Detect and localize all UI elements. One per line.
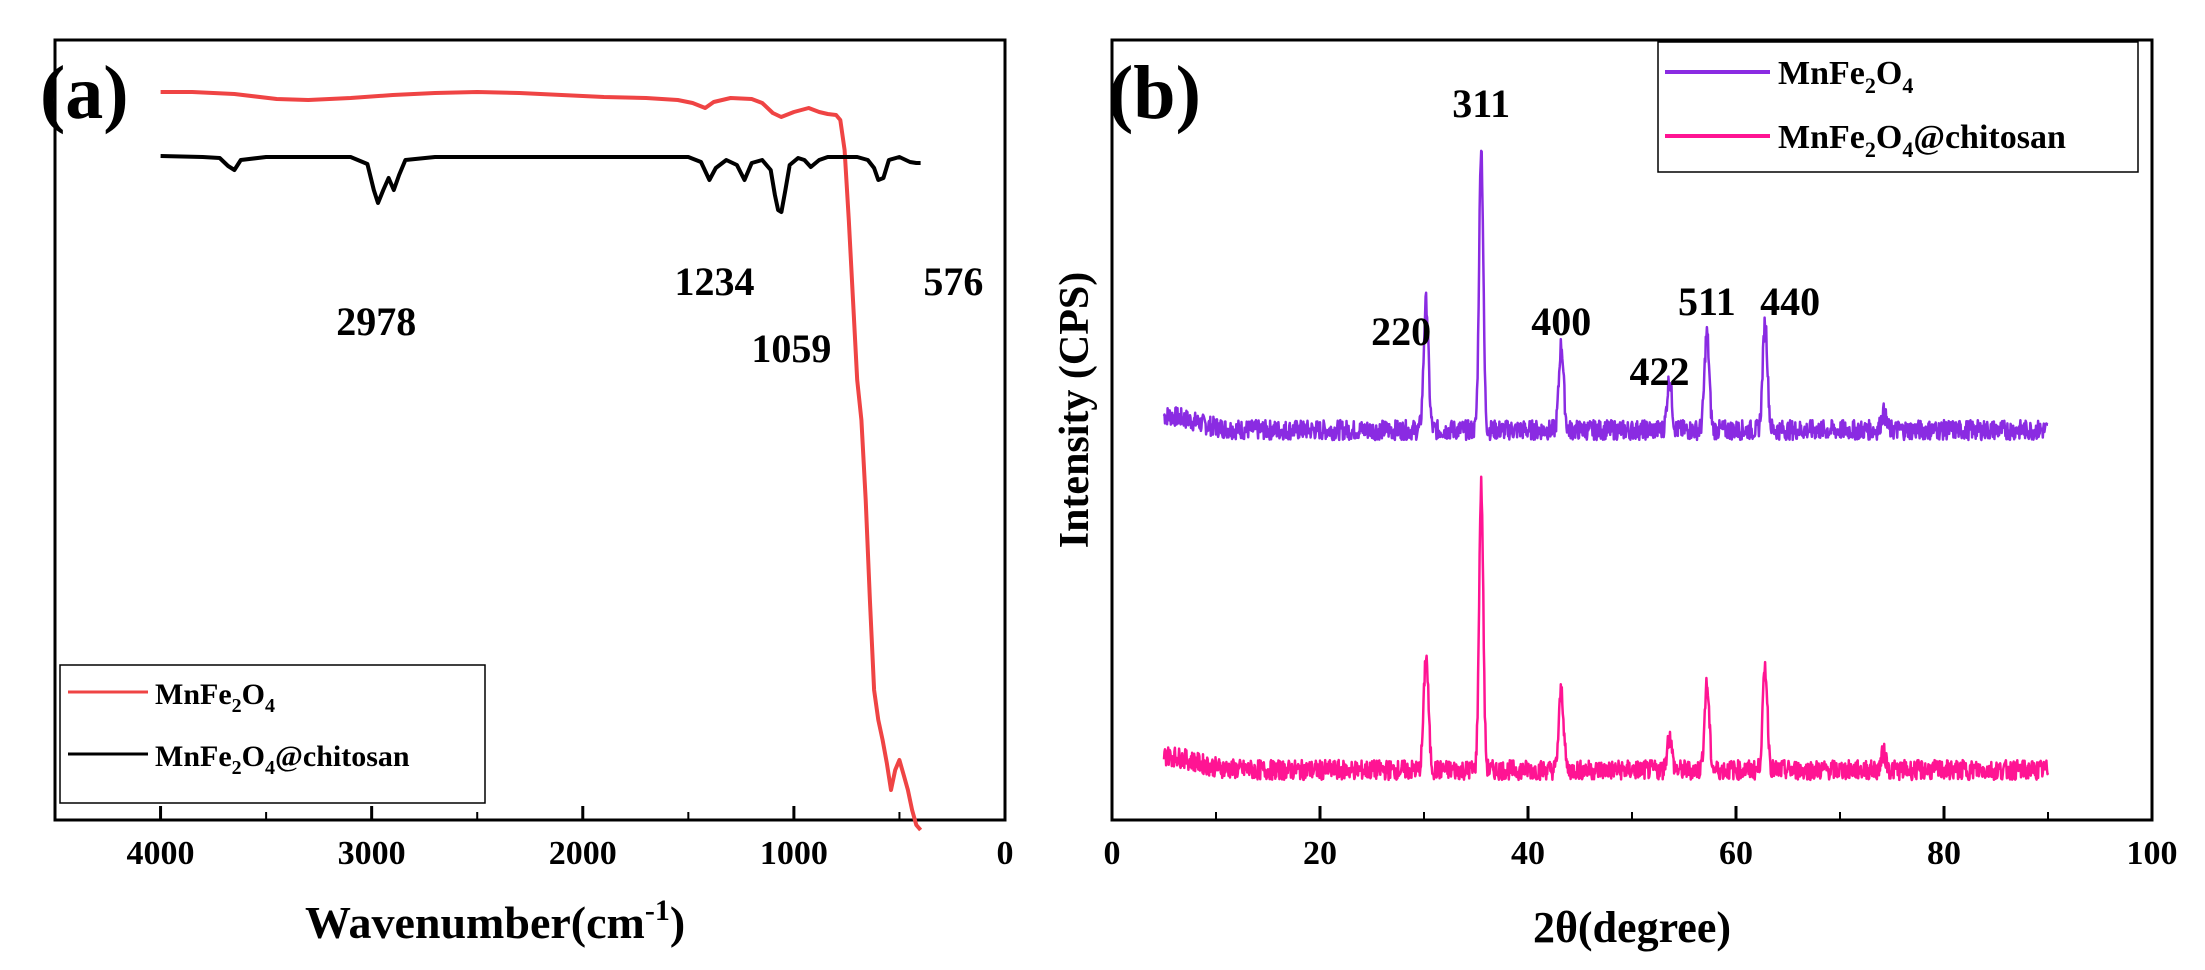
xrd-x-tick-labels: 0 20 40 60 80 100: [1104, 835, 2178, 872]
ftir-legend-label-chitosan: MnFe2O4@chitosan: [155, 740, 410, 779]
ftir-peak-labels: 2978 1234 1059 576: [336, 259, 983, 371]
ftir-series: [160, 90, 923, 832]
xrd-x-tick-label: 20: [1303, 835, 1337, 872]
xrd-peak-labels: 220 311 400 422 511 440: [1371, 81, 1820, 394]
ftir-x-tick-label: 4000: [127, 835, 195, 872]
xrd-peak-label: 220: [1371, 309, 1431, 354]
ftir-x-ticks: [54, 806, 1007, 820]
ftir-legend: MnFe2O4 MnFe2O4@chitosan: [59, 664, 486, 804]
ftir-panel: 4000 3000 2000 1000 0 2978 1234 1059 576 (a) Wa…: [40, 38, 1014, 948]
ftir-peak-label: 576: [923, 259, 983, 304]
ftir-x-axis-label: Wavenumber(cm-1): [305, 894, 685, 948]
xrd-x-tick-label: 80: [1927, 835, 1961, 872]
ftir-legend-label-mnfe2o4: MnFe2O4: [155, 678, 275, 717]
ftir-line-mnfe2o4: [160, 90, 923, 832]
ftir-line-mnfe2o4-chitosan: [160, 154, 921, 214]
ftir-peak-label: 1234: [674, 259, 754, 304]
xrd-peak-label: 511: [1678, 279, 1736, 324]
xrd-peak-label: 311: [1452, 81, 1510, 126]
xrd-series: [1162, 149, 2050, 782]
panel-b-label: (b): [1108, 51, 1201, 135]
ftir-x-tick-labels: 4000 3000 2000 1000 0: [127, 835, 1014, 872]
xrd-legend: MnFe2O4 MnFe2O4@chitosan: [1657, 41, 2139, 173]
xrd-line-mnfe2o4: [1162, 149, 2049, 442]
xrd-x-ticks: [1110, 806, 2154, 820]
xrd-peak-label: 400: [1531, 299, 1591, 344]
ftir-x-tick-label: 0: [997, 835, 1014, 872]
ftir-x-tick-label: 2000: [549, 835, 617, 872]
xrd-x-tick-label: 0: [1104, 835, 1121, 872]
xrd-x-tick-label: 60: [1719, 835, 1753, 872]
ftir-peak-label: 1059: [751, 326, 831, 371]
xrd-x-tick-label: 100: [2127, 835, 2178, 872]
xrd-legend-label-mnfe2o4: MnFe2O4: [1778, 55, 1913, 98]
ftir-peak-label: 2978: [336, 299, 416, 344]
xrd-x-tick-label: 40: [1511, 835, 1545, 872]
panel-a-label: (a): [40, 51, 129, 135]
xrd-peak-label: 422: [1629, 349, 1689, 394]
xrd-panel: 0 20 40 60 80 100 220 311 400 422 511 440 (b) 2θ(d…: [1052, 38, 2178, 952]
ftir-plot-frame: [53, 38, 1007, 822]
xrd-legend-label-chitosan: MnFe2O4@chitosan: [1778, 119, 2066, 162]
xrd-peak-label: 440: [1760, 279, 1820, 324]
ftir-legend-box: [59, 664, 486, 804]
ftir-x-tick-label: 1000: [760, 835, 828, 872]
xrd-y-axis-label: Intensity (CPS): [1052, 272, 1098, 549]
xrd-legend-box: [1657, 41, 2139, 173]
xrd-x-axis-label: 2θ(degree): [1533, 903, 1731, 952]
xrd-line-mnfe2o4-chitosan: [1162, 475, 2050, 782]
ftir-x-tick-label: 3000: [338, 835, 406, 872]
